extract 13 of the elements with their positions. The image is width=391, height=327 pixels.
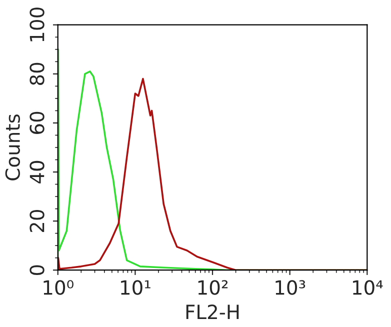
y-tick-label: 0: [30, 265, 44, 276]
y-tick-label: 100: [30, 8, 44, 42]
y-tick-label: 80: [30, 62, 44, 85]
y-tick-label: 20: [30, 210, 44, 232]
y-tick-label: 60: [30, 112, 44, 134]
x-axis-title: FL2-H: [186, 304, 239, 319]
y-tick-label: 40: [30, 160, 44, 184]
x-tick-label: 10³: [276, 280, 306, 295]
x-tick-label: 10²: [198, 280, 228, 295]
x-tick-label: 10⁰: [44, 280, 74, 295]
x-tick-label: 10¹: [121, 280, 150, 295]
x-tick-label: 10⁴: [353, 280, 383, 295]
y-axis-title: Counts: [5, 114, 20, 180]
